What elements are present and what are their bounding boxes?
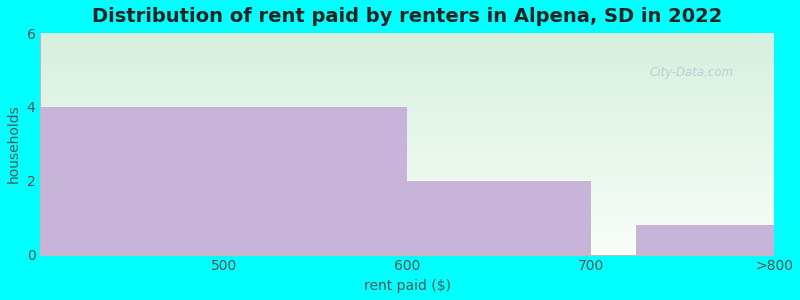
Title: Distribution of rent paid by renters in Alpena, SD in 2022: Distribution of rent paid by renters in … bbox=[92, 7, 722, 26]
Bar bbox=[637, 225, 774, 255]
X-axis label: rent paid ($): rent paid ($) bbox=[364, 279, 450, 293]
Text: City-Data.com: City-Data.com bbox=[650, 66, 734, 80]
Y-axis label: households: households bbox=[7, 104, 21, 183]
Bar bbox=[40, 107, 407, 255]
Bar bbox=[407, 181, 590, 255]
